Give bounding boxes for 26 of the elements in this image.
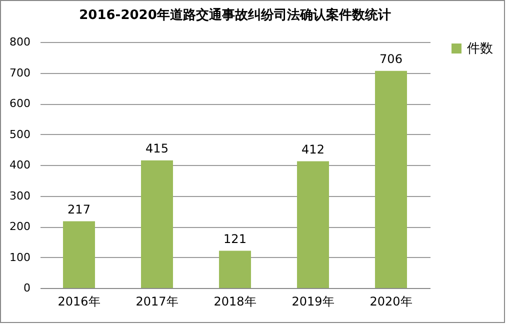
data-label: 415 <box>146 141 168 156</box>
y-tick-label: 100 <box>10 250 30 264</box>
y-tick-label: 700 <box>10 66 30 80</box>
data-label: 706 <box>380 52 402 66</box>
y-tick-label: 600 <box>10 97 30 110</box>
bar <box>141 160 173 288</box>
x-tick-label: 2017年 <box>136 294 178 308</box>
y-tick-label: 500 <box>10 128 30 141</box>
bar <box>63 221 95 288</box>
bar <box>375 70 407 288</box>
legend-label: 件数 <box>467 42 493 56</box>
x-tick-label: 2016年 <box>58 294 100 308</box>
y-tick-label: 200 <box>10 220 30 233</box>
y-tick-label: 400 <box>10 158 30 172</box>
y-tick-label: 800 <box>10 36 30 48</box>
bar <box>219 250 251 288</box>
x-tick-label: 2018年 <box>214 294 256 308</box>
data-label: 412 <box>302 142 324 156</box>
x-tick-label: 2020年 <box>370 294 412 308</box>
bar <box>297 161 329 288</box>
data-label: 121 <box>224 232 246 246</box>
chart-title: 2016-2020年道路交通事故纠纷司法确认案件数统计 <box>79 7 391 23</box>
y-tick-label: 0 <box>24 282 30 294</box>
x-tick-label: 2019年 <box>292 294 334 308</box>
data-label: 217 <box>68 202 90 216</box>
y-tick-label: 300 <box>10 189 30 202</box>
